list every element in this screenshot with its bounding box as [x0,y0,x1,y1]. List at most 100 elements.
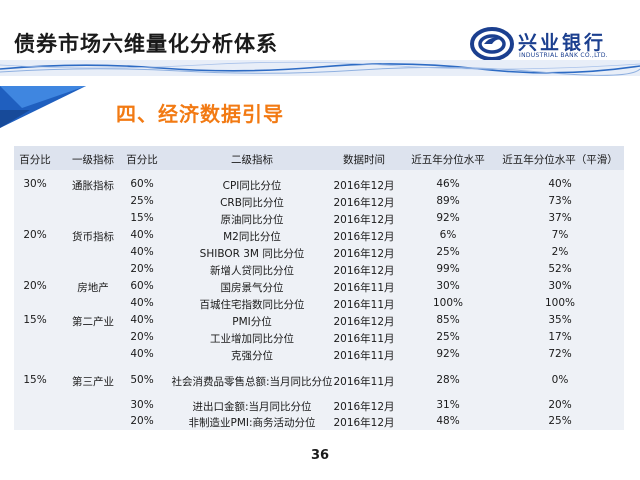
row-percent-1: 20% [23,280,47,292]
table-row: 40% 百城住宅指数同比分位 2016年11月 100% 100% [14,295,624,312]
row-percent-2: 30% [130,399,154,411]
row-level2-indicator: PMI分位 [232,316,272,328]
row-percent-2: 50% [130,374,154,386]
row-percent-1: 15% [23,314,47,326]
row-data-time: 2016年12月 [333,316,395,328]
row-level2-indicator: 克强分位 [231,350,273,362]
row-percent-2: 40% [130,348,154,360]
row-percentile: 6% [439,229,457,241]
table-row: 15% 原油同比分位 2016年12月 92% 37% [14,210,624,227]
row-data-time: 2016年11月 [333,282,395,294]
header-five-year-percentile: 近五年分位水平 [411,154,485,166]
row-level1-indicator: 通胀指标 [72,180,114,192]
table-row: 20% 房地产 60% 国房景气分位 2016年11月 30% 30% [14,278,624,295]
row-data-time: 2016年12月 [333,401,395,413]
row-level1-indicator: 货币指标 [72,231,114,243]
row-percentile: 92% [436,348,460,360]
row-data-time: 2016年12月 [333,248,395,260]
blue-triangle-decoration [0,86,86,128]
row-percentile: 30% [436,280,460,292]
row-data-time: 2016年12月 [333,265,395,277]
row-percent-2: 40% [130,297,154,309]
table-row: 20% 货币指标 40% M2同比分位 2016年12月 6% 7% [14,227,624,244]
row-data-time: 2016年12月 [333,197,395,209]
row-level2-indicator: M2同比分位 [223,231,281,243]
row-level1-indicator: 第三产业 [72,376,114,388]
row-percentile-smoothed: 73% [548,195,572,207]
row-percentile-smoothed: 52% [548,263,572,275]
row-percentile: 28% [436,374,460,386]
row-percentile: 92% [436,212,460,224]
table-row: 30% 进出口金额:当月同比分位 2016年12月 31% 20% [14,397,624,414]
header-data-time: 数据时间 [343,154,385,166]
row-percent-2: 40% [130,246,154,258]
logo-english-name: INDUSTRIAL BANK CO.,LTD. [519,52,608,59]
table-header-row: 百分比 一级指标 百分比 二级指标 数据时间 近五年分位水平 近五年分位水平（平… [14,146,624,170]
industrial-bank-logo-icon [470,27,514,61]
table-row: 40% SHIBOR 3M 同比分位 2016年12月 25% 2% [14,244,624,261]
table-row: 30% 通胀指标 60% CPI同比分位 2016年12月 46% 40% [14,176,624,193]
row-data-time: 2016年11月 [333,299,395,311]
row-percent-2: 20% [130,415,154,427]
row-level2-indicator: SHIBOR 3M 同比分位 [199,248,305,260]
header-five-year-percentile-smoothed: 近五年分位水平（平滑） [502,154,618,166]
row-level2-indicator: 社会消费品零售总额:当月同比分位 [171,376,333,388]
table-row: 40% 克强分位 2016年11月 92% 72% [14,346,624,363]
bank-logo: 兴业银行 INDUSTRIAL BANK CO.,LTD. [470,26,630,66]
table-row: 20% 非制造业PMI:商务活动分位 2016年12月 48% 25% [14,413,624,430]
row-percentile-smoothed: 40% [548,178,572,190]
row-percent-1: 30% [23,178,47,190]
row-level2-indicator: CPI同比分位 [222,180,282,192]
row-percent-2: 15% [130,212,154,224]
table-row: 15% 第二产业 40% PMI分位 2016年12月 85% 35% [14,312,624,329]
indicator-table: 百分比 一级指标 百分比 二级指标 数据时间 近五年分位水平 近五年分位水平（平… [14,146,624,430]
table-row: 25% CRB同比分位 2016年12月 89% 73% [14,193,624,210]
row-level2-indicator: 国房景气分位 [220,282,284,294]
row-percentile-smoothed: 35% [548,314,572,326]
header-percent-2: 百分比 [126,154,158,166]
row-percentile: 25% [436,246,460,258]
row-percent-2: 40% [130,314,154,326]
row-percent-2: 25% [130,195,154,207]
row-percentile: 31% [436,399,460,411]
row-data-time: 2016年12月 [333,231,395,243]
row-percentile: 99% [436,263,460,275]
row-percentile-smoothed: 0% [551,374,569,386]
row-percent-1: 20% [23,229,47,241]
row-data-time: 2016年12月 [333,214,395,226]
row-percentile: 25% [436,331,460,343]
row-percentile-smoothed: 25% [548,415,572,427]
row-percentile-smoothed: 2% [551,246,569,258]
row-data-time: 2016年12月 [333,180,395,192]
row-percentile-smoothed: 37% [548,212,572,224]
row-percent-2: 60% [130,178,154,190]
row-percentile-smoothed: 7% [551,229,569,241]
row-data-time: 2016年11月 [333,376,395,388]
row-level2-indicator: 工业增加同比分位 [210,333,294,345]
header-wave-band [0,60,640,76]
header-level1-indicator: 一级指标 [72,154,114,166]
row-level2-indicator: CRB同比分位 [220,197,284,209]
row-level2-indicator: 百城住宅指数同比分位 [199,299,305,311]
row-percentile: 48% [436,415,460,427]
row-level1-indicator: 第二产业 [72,316,114,328]
row-data-time: 2016年12月 [333,417,395,429]
row-percentile: 89% [436,195,460,207]
row-level2-indicator: 进出口金额:当月同比分位 [192,401,312,413]
slide-title: 债券市场六维量化分析体系 [14,32,278,56]
row-level2-indicator: 非制造业PMI:商务活动分位 [188,417,316,429]
row-percent-2: 20% [130,263,154,275]
row-percentile-smoothed: 72% [548,348,572,360]
row-percent-1: 15% [23,374,47,386]
row-percentile-smoothed: 100% [544,297,576,309]
section-heading: 四、经济数据引导 [116,102,284,126]
row-percent-2: 40% [130,229,154,241]
row-level2-indicator: 新增人贷同比分位 [210,265,294,277]
row-data-time: 2016年11月 [333,350,395,362]
row-level2-indicator: 原油同比分位 [220,214,284,226]
page-number: 36 [310,448,330,463]
table-row: 20% 工业增加同比分位 2016年11月 25% 17% [14,329,624,346]
row-percent-2: 60% [130,280,154,292]
row-percentile: 85% [436,314,460,326]
row-level1-indicator: 房地产 [77,282,109,294]
